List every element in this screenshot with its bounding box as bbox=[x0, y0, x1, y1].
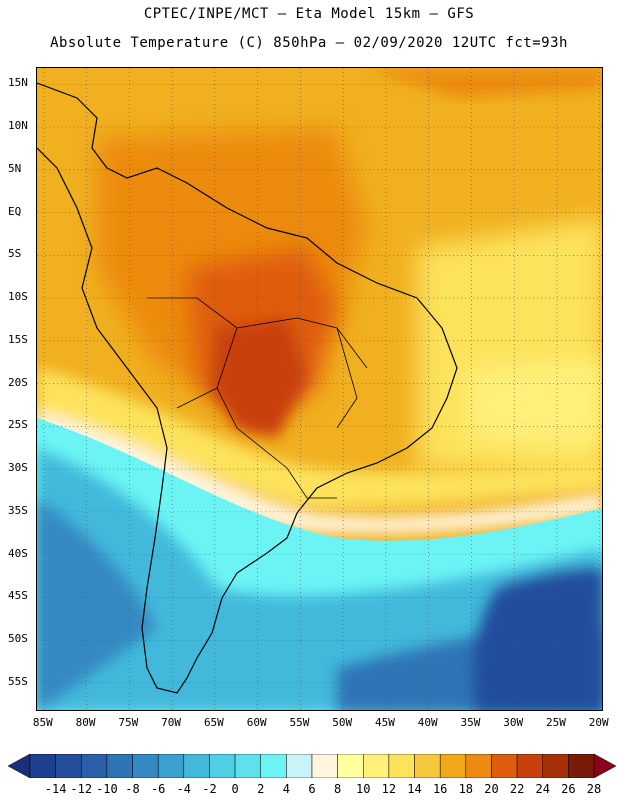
colorbar-swatch bbox=[106, 754, 133, 778]
colorbar-swatch bbox=[311, 754, 338, 778]
colorbar-tick-label: 16 bbox=[432, 782, 448, 796]
temperature-map bbox=[37, 68, 602, 710]
colorbar-tick-label: 24 bbox=[535, 782, 550, 796]
lat-tick-label: 15S bbox=[8, 332, 28, 346]
lat-tick-label: 40S bbox=[8, 546, 28, 560]
zone-front-yellow bbox=[37, 368, 602, 508]
lon-tick-label: 30W bbox=[503, 716, 524, 729]
colorbar-swatch bbox=[337, 754, 364, 778]
lon-tick-label: 25W bbox=[546, 716, 566, 729]
lon-tick-label: 20W bbox=[588, 716, 609, 729]
colorbar-swatch bbox=[209, 754, 236, 778]
colorbar-tick-label: 22 bbox=[509, 782, 525, 796]
colorbar-swatch bbox=[465, 754, 492, 778]
colorbar-tick-label: -12 bbox=[70, 782, 93, 796]
lon-tick-label: 85W bbox=[32, 716, 53, 729]
colorbar-tick-label: -2 bbox=[202, 782, 217, 796]
colorbar-tick-label: 0 bbox=[231, 782, 239, 796]
lat-tick-label: 15N bbox=[8, 76, 28, 90]
colorbar-tick-label: -10 bbox=[96, 782, 118, 796]
colorbar-tick-label: 20 bbox=[484, 782, 499, 796]
country-borders bbox=[147, 297, 368, 499]
zone-blue-west bbox=[37, 498, 157, 710]
lat-tick-label: 20S bbox=[8, 375, 28, 389]
chart-title-line1: CPTEC/INPE/MCT – Eta Model 15km – GFS bbox=[143, 6, 475, 22]
chart-title-line2: Absolute Temperature (C) 850hPa – 02/09/… bbox=[50, 35, 568, 51]
lat-tick-label: 5N bbox=[8, 161, 22, 175]
colorbar-low-arrow bbox=[8, 754, 31, 778]
colorbar-swatch bbox=[260, 754, 287, 778]
colorbar-tick-label: -14 bbox=[44, 782, 67, 796]
lat-tick-label: 50S bbox=[8, 632, 28, 646]
zone-hot-core bbox=[212, 318, 307, 438]
map-panel bbox=[36, 67, 603, 711]
lon-tick-label: 75W bbox=[118, 716, 139, 729]
colorbar-tick-label: 4 bbox=[282, 782, 290, 796]
colorbar-tick-label: 28 bbox=[586, 782, 602, 796]
colorbar-swatch bbox=[234, 754, 261, 778]
colorbar-swatch bbox=[516, 754, 543, 778]
colorbar-tick-label: 26 bbox=[561, 782, 576, 796]
colorbar-swatch bbox=[132, 754, 159, 778]
colorbar-tick-label: 14 bbox=[407, 782, 422, 796]
colorbar-swatch bbox=[81, 754, 108, 778]
colorbar-swatch bbox=[388, 754, 415, 778]
colorbar-swatch bbox=[29, 754, 56, 778]
lat-tick-label: 30S bbox=[8, 461, 28, 475]
colorbar-tick-label: 2 bbox=[257, 782, 265, 796]
colorbar-swatch bbox=[183, 754, 210, 778]
zone-deep-blue bbox=[473, 568, 602, 710]
colorbar-tick-label: 10 bbox=[356, 782, 371, 796]
colorbar-swatch bbox=[568, 754, 595, 778]
colorbar-tick-label: 6 bbox=[308, 782, 316, 796]
colorbar-tick-label: 8 bbox=[334, 782, 342, 796]
zone-east-light-yellow bbox=[467, 358, 602, 448]
lon-tick-label: 45W bbox=[374, 716, 395, 729]
lat-tick-label: 55S bbox=[8, 674, 28, 688]
lat-tick-label: 10N bbox=[8, 119, 28, 132]
colorbar-tick-label: -6 bbox=[150, 782, 166, 796]
colorbar-swatch bbox=[55, 754, 82, 778]
colorbar-tick-label: 12 bbox=[381, 782, 397, 796]
lat-lon-gridlines bbox=[37, 68, 602, 710]
zone-north-edge bbox=[367, 68, 602, 98]
lat-tick-label: 35S bbox=[8, 503, 28, 517]
lat-tick-label: 45S bbox=[8, 589, 28, 603]
colorbar-swatch bbox=[414, 754, 441, 778]
lat-tick-label: 10S bbox=[8, 290, 28, 304]
colorbar-swatch bbox=[157, 754, 185, 778]
colorbar-swatch bbox=[363, 754, 390, 778]
colorbar-swatch bbox=[542, 754, 569, 778]
coastline bbox=[37, 82, 458, 694]
colorbar-swatch bbox=[286, 754, 313, 778]
lon-tick-label: 50W bbox=[332, 716, 353, 729]
lat-tick-label: EQ bbox=[8, 204, 22, 218]
lon-tick-label: 60W bbox=[246, 716, 267, 729]
lon-tick-label: 40W bbox=[417, 716, 438, 729]
colorbar-tick-label: -8 bbox=[125, 782, 140, 796]
lon-tick-label: 55W bbox=[289, 716, 310, 729]
lat-tick-label: 5S bbox=[8, 247, 22, 261]
colorbar-high-arrow bbox=[593, 754, 616, 778]
lon-tick-label: 35W bbox=[460, 716, 481, 729]
colorbar-swatch bbox=[491, 754, 518, 778]
colorbar-tick-label: 18 bbox=[458, 782, 474, 796]
lon-tick-label: 65W bbox=[203, 716, 224, 729]
lon-tick-label: 70W bbox=[161, 716, 182, 729]
colorbar-swatch bbox=[439, 754, 467, 778]
lon-tick-label: 80W bbox=[75, 716, 96, 729]
lat-tick-label: 25S bbox=[8, 418, 28, 432]
colorbar bbox=[8, 754, 616, 778]
colorbar-tick-label: -4 bbox=[176, 782, 192, 796]
